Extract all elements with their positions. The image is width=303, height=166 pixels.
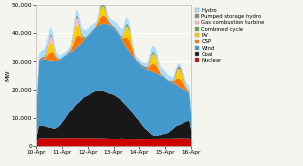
- Legend: Hydro, Pumped storage hydro, Gas combustion turbine, Combined cycle, PV, CSP, Wi: Hydro, Pumped storage hydro, Gas combust…: [195, 8, 265, 63]
- Y-axis label: MW: MW: [5, 70, 10, 81]
